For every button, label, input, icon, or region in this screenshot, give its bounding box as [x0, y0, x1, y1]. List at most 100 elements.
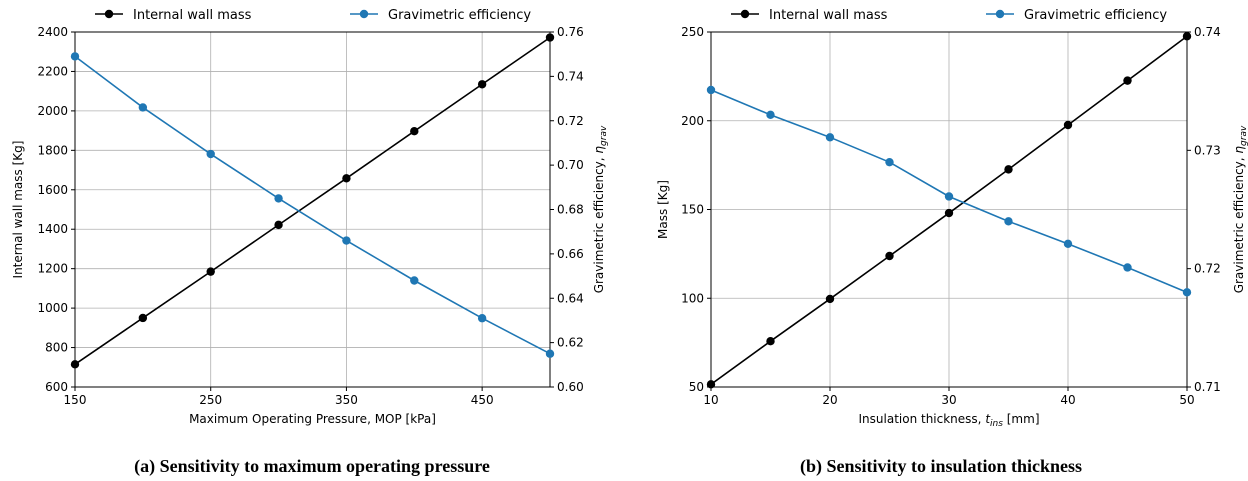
x-tick-label: 30: [941, 393, 956, 407]
x-tick-label: 20: [822, 393, 837, 407]
data-point: [342, 174, 351, 183]
data-point: [944, 192, 954, 201]
data-point: [825, 133, 835, 142]
y-tick-label: 1400: [37, 222, 68, 236]
legend-label: Internal wall mass: [769, 8, 888, 23]
y2-axis-label-prefix: Gravimetric efficiency,: [1232, 154, 1246, 294]
data-point: [342, 236, 351, 245]
x-axis-label-subscript: ins: [990, 419, 1003, 429]
y2-tick-label: 0.64: [557, 291, 584, 305]
data-point: [477, 314, 487, 323]
data-point: [410, 276, 419, 285]
y-tick-label: 1000: [37, 301, 68, 315]
data-point: [1063, 120, 1073, 130]
data-point: [706, 85, 716, 95]
x-tick-label: 40: [1060, 393, 1075, 407]
data-point: [138, 313, 148, 323]
x-tick-label: 10: [703, 393, 718, 407]
x-axis-label: Maximum Operating Pressure, MOP [kPa]: [189, 412, 436, 426]
data-point: [1182, 288, 1192, 297]
legend-marker: [995, 9, 1005, 19]
data-point: [1004, 217, 1013, 226]
x-tick-label: 250: [199, 393, 222, 407]
y2-tick-label: 0.66: [557, 247, 584, 261]
data-point: [944, 208, 954, 218]
y-tick-label: 200: [681, 114, 704, 128]
legend-marker: [104, 9, 114, 19]
y2-tick-label: 0.62: [557, 336, 584, 350]
data-point: [70, 52, 80, 61]
x-axis-label-symbol: t: [985, 412, 991, 426]
y-tick-label: 800: [45, 341, 68, 355]
y-tick-label: 600: [45, 380, 68, 394]
series-line-gravimetric-efficiency: [74, 55, 551, 355]
y-tick-label: 2400: [37, 25, 68, 39]
y-tick-label: 100: [681, 291, 704, 305]
data-point: [410, 127, 419, 136]
data-point: [545, 33, 555, 42]
series-line-internal-wall-mass: [74, 36, 551, 365]
y2-tick-label: 0.72: [557, 114, 584, 128]
data-point: [206, 149, 215, 159]
chart-panel-b: 10 20 30 40 50 50 100 150 200 250 0.71 0.72 0.73 0.74…: [656, 8, 1248, 477]
y-tick-label: 2000: [37, 104, 68, 118]
y2-axis-label-subscript: grav: [1239, 125, 1248, 146]
x-tick-label: 350: [335, 393, 358, 407]
y-tick-label: 2200: [37, 64, 68, 78]
y-tick-label: 1200: [37, 262, 68, 276]
y2-tick-label: 0.72: [1194, 262, 1221, 276]
data-point: [1123, 263, 1132, 272]
y2-tick-label: 0.68: [557, 203, 584, 217]
data-point: [138, 103, 148, 112]
data-point: [1123, 76, 1132, 85]
y2-tick-label: 0.74: [557, 69, 584, 83]
x-axis-label-suffix: [mm]: [1003, 412, 1040, 426]
y2-axis-label: Gravimetric efficiency, ηgrav: [1232, 125, 1248, 293]
y2-tick-label: 0.76: [557, 25, 584, 39]
figure-caption: (a) Sensitivity to maximum operating pre…: [134, 456, 490, 477]
data-point: [1004, 165, 1013, 174]
y2-axis-label-prefix: Gravimetric efficiency,: [592, 154, 606, 294]
y2-tick-label: 0.71: [1194, 380, 1221, 394]
legend-marker: [740, 9, 750, 19]
x-tick-label: 150: [64, 393, 87, 407]
data-point: [885, 251, 894, 261]
y-tick-label: 50: [689, 380, 704, 394]
legend-label: Gravimetric efficiency: [1024, 8, 1167, 23]
x-tick-label: 450: [471, 393, 494, 407]
data-point: [885, 157, 894, 167]
y-tick-label: 1600: [37, 183, 68, 197]
data-point: [545, 349, 555, 358]
data-point: [1182, 32, 1192, 41]
y-axis-label: Internal wall mass [Kg]: [11, 141, 25, 279]
y-axis-label: Mass [Kg]: [656, 180, 670, 239]
y2-axis-label-subscript: grav: [599, 125, 609, 146]
y-tick-label: 150: [681, 203, 704, 217]
y2-tick-label: 0.70: [557, 158, 584, 172]
data-point: [1063, 239, 1073, 249]
y2-axis-label-symbol: η: [1232, 146, 1246, 154]
data-point: [706, 380, 716, 389]
legend-label: Gravimetric efficiency: [388, 8, 531, 23]
data-point: [206, 267, 215, 276]
y2-tick-label: 0.60: [557, 380, 584, 394]
data-point: [70, 360, 80, 369]
data-point: [825, 294, 835, 304]
y2-axis-label-symbol: η: [592, 146, 606, 154]
y2-axis-label: Gravimetric efficiency, ηgrav: [592, 125, 609, 293]
y-tick-label: 1800: [37, 143, 68, 157]
figure-caption: (b) Sensitivity to insulation thickness: [800, 456, 1082, 477]
x-axis-label-prefix: Insulation thickness,: [859, 412, 986, 426]
x-axis-label: Insulation thickness, tins [mm]: [859, 412, 1040, 429]
data-point: [766, 337, 775, 346]
y2-tick-label: 0.73: [1194, 143, 1221, 157]
legend-marker: [359, 9, 369, 19]
y-tick-label: 250: [681, 25, 704, 39]
data-point: [766, 110, 775, 120]
legend-label: Internal wall mass: [133, 8, 252, 23]
data-point: [274, 194, 283, 203]
y2-tick-label: 0.74: [1194, 25, 1221, 39]
data-point: [477, 80, 487, 89]
chart-panel-a: 150 250 350 450 600 800 1000 1200 1400 1600 1800 20…: [11, 8, 609, 477]
